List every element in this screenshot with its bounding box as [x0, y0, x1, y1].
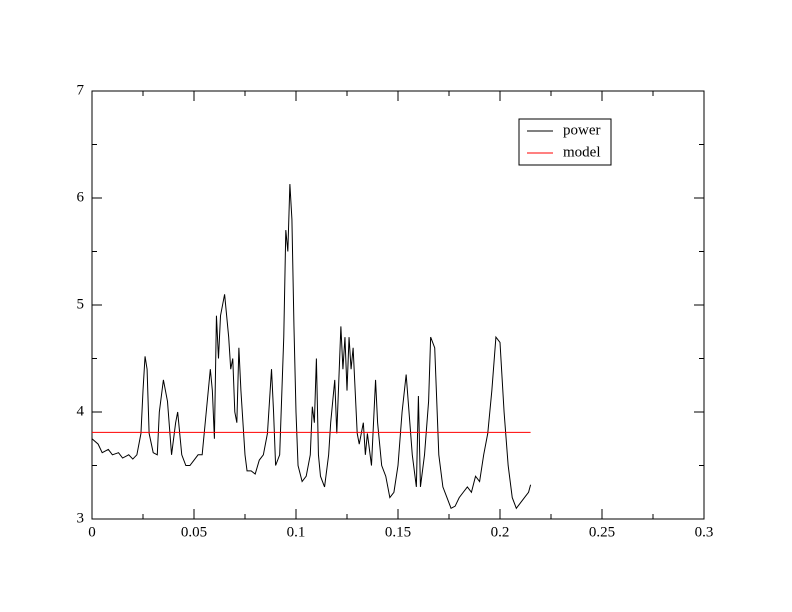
x-tick-label: 0.3: [695, 524, 714, 540]
x-tick-label: 0.15: [385, 524, 411, 540]
y-tick-label: 6: [77, 189, 85, 205]
x-tick-label: 0.25: [589, 524, 615, 540]
y-tick-label: 7: [77, 82, 85, 98]
y-tick-label: 3: [77, 510, 85, 526]
plot-frame: [91, 90, 705, 520]
legend-label: model: [563, 144, 601, 160]
series-line: [91, 184, 532, 510]
y-tick-label: 4: [77, 403, 85, 419]
legend-box: [518, 118, 612, 166]
x-tick-label: 0.1: [287, 524, 306, 540]
x-tick-label: 0: [88, 524, 96, 540]
x-tick-label: 0.05: [181, 524, 207, 540]
y-tick-label: 5: [77, 296, 85, 312]
legend-label: power: [563, 122, 601, 138]
x-tick-label: 0.2: [491, 524, 510, 540]
